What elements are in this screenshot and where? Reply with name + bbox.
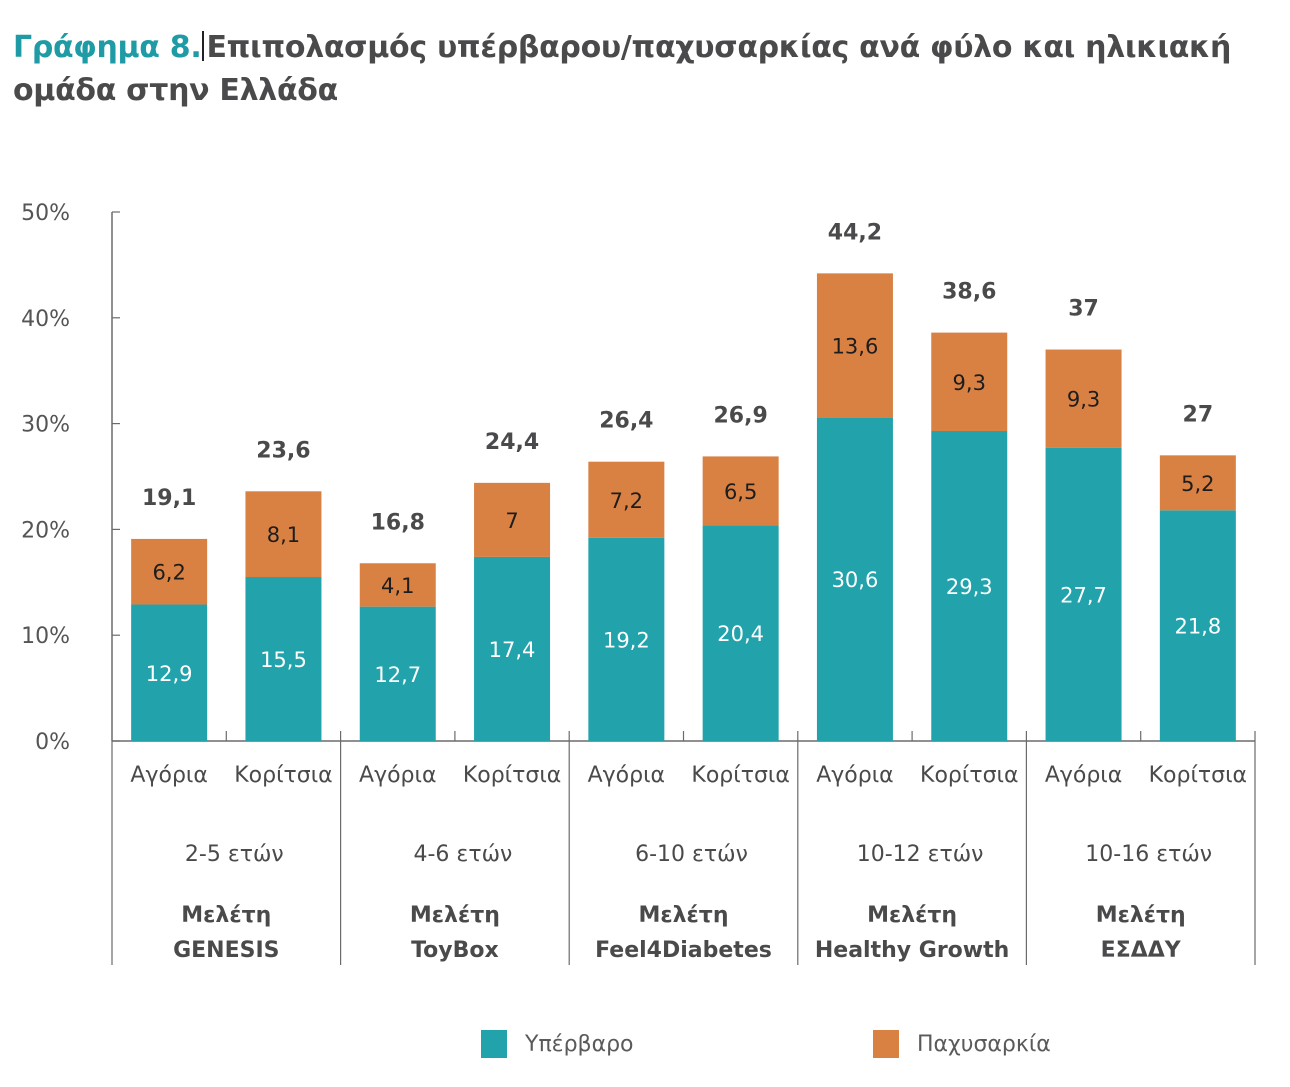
data-label-overweight: 12,9: [146, 662, 193, 686]
data-label-total: 26,9: [714, 403, 768, 428]
y-tick-label: 10%: [21, 624, 70, 649]
bar-overweight: [588, 537, 665, 741]
y-tick-label: 0%: [35, 730, 70, 755]
x-category-label: Αγόρια: [130, 763, 207, 788]
legend-label-overweight: Υπέρβαρο: [525, 1031, 634, 1057]
data-label-total: 37: [1068, 297, 1099, 322]
x-category-label: Αγόρια: [1045, 763, 1122, 788]
age-group-label: 4-6 ετών: [414, 842, 513, 867]
data-label-obesity: 7: [505, 509, 518, 533]
legend-item-obesity: Παχυσαρκία: [873, 1030, 1051, 1058]
bar-obesity: [359, 563, 436, 607]
bar-obesity: [588, 461, 665, 538]
bar-overweight: [359, 606, 436, 741]
bar-obesity: [1045, 349, 1122, 448]
bar-overweight: [816, 417, 893, 741]
data-label-overweight: 27,7: [1060, 583, 1107, 607]
study-label-name: Healthy Growth: [815, 938, 1009, 963]
data-label-overweight: 12,7: [374, 663, 421, 687]
x-category-label: Κορίτσια: [920, 763, 1018, 788]
study-label-line1: Μελέτη: [410, 903, 500, 928]
age-group-label: 10-16 ετών: [1085, 842, 1212, 867]
bar-obesity: [702, 456, 779, 526]
data-labels: 12,9 6,2 19,1 15,5 8,1 23,6 12,7 4,1 16,8 17,4 7 24…: [142, 220, 1221, 686]
data-label-total: 24,4: [485, 430, 539, 455]
x-category-label: Αγόρια: [816, 763, 893, 788]
bar-obesity: [131, 538, 208, 605]
study-label-name: GENESIS: [173, 938, 279, 963]
y-tick-label: 30%: [21, 413, 70, 438]
chart-title-prefix: Γράφημα 8.: [13, 30, 202, 65]
data-label-obesity: 6,5: [724, 480, 757, 504]
chart-title: Γράφημα 8. Επιπολασμός υπέρβαρου/παχυσαρκ…: [13, 26, 1283, 112]
study-label-name: ToyBox: [411, 938, 499, 963]
study-label-line1: Μελέτη: [1096, 903, 1186, 928]
data-label-overweight: 19,2: [603, 628, 650, 652]
bar-obesity: [931, 332, 1008, 432]
age-group-label: 2-5 ετών: [185, 842, 284, 867]
x-category-label: Κορίτσια: [234, 763, 332, 788]
data-label-overweight: 20,4: [717, 622, 764, 646]
data-label-obesity: 9,3: [1067, 388, 1100, 412]
x-category-label: Κορίτσια: [463, 763, 561, 788]
data-label-total: 27: [1183, 402, 1214, 427]
age-group-label: 10-12 ετών: [857, 842, 984, 867]
data-label-overweight: 29,3: [946, 575, 993, 599]
x-category-label: Κορίτσια: [691, 763, 789, 788]
y-tick-label: 40%: [21, 307, 70, 332]
legend-label-obesity: Παχυσαρκία: [917, 1031, 1051, 1057]
bar-obesity: [816, 273, 893, 418]
data-label-total: 44,2: [828, 220, 882, 245]
text-cursor: [202, 31, 205, 61]
legend-swatch-obesity: [873, 1030, 899, 1058]
bar-overweight: [474, 556, 551, 741]
data-label-total: 38,6: [942, 280, 996, 305]
data-label-overweight: 30,6: [832, 568, 879, 592]
age-group-label: 6-10 ετών: [635, 842, 748, 867]
data-label-obesity: 6,2: [152, 561, 185, 585]
data-label-obesity: 13,6: [832, 334, 879, 358]
data-label-overweight: 17,4: [489, 638, 536, 662]
y-tick-label: 50%: [21, 201, 70, 226]
study-label-name: ΕΣΔΔΥ: [1101, 938, 1182, 963]
study-label-line1: Μελέτη: [867, 903, 957, 928]
y-tick-label: 20%: [21, 518, 70, 543]
bar-overweight: [131, 604, 208, 741]
bar-overweight: [1159, 510, 1236, 741]
data-label-total: 23,6: [256, 438, 310, 463]
bar-overweight: [702, 525, 779, 741]
x-category-label: Κορίτσια: [1149, 763, 1247, 788]
bars: [131, 273, 1236, 741]
bar-overweight: [1045, 447, 1122, 741]
data-label-obesity: 9,3: [953, 371, 986, 395]
x-axis-labels: Αγόρια Κορίτσια Αγόρια Κορίτσια Αγόρια Κορίτσ…: [130, 763, 1247, 963]
data-label-total: 16,8: [371, 510, 425, 535]
chart-title-text: Επιπολασμός υπέρβαρου/παχυσαρκίας ανά φύ…: [13, 30, 1232, 108]
data-label-overweight: 21,8: [1174, 615, 1221, 639]
study-label-line1: Μελέτη: [181, 903, 271, 928]
data-label-overweight: 15,5: [260, 648, 307, 672]
bar-obesity: [1159, 455, 1236, 511]
bar-obesity: [474, 482, 551, 557]
data-label-obesity: 8,1: [267, 523, 300, 547]
study-label-name: Feel4Diabetes: [595, 938, 772, 963]
legend-swatch-overweight: [481, 1030, 507, 1058]
data-label-obesity: 7,2: [610, 489, 643, 513]
study-label-line1: Μελέτη: [638, 903, 728, 928]
bar-overweight: [245, 577, 322, 741]
x-category-label: Αγόρια: [588, 763, 665, 788]
bar-obesity: [245, 491, 322, 578]
data-label-total: 26,4: [599, 409, 653, 434]
bar-overweight: [931, 431, 1008, 741]
x-category-label: Αγόρια: [359, 763, 436, 788]
legend-item-overweight: Υπέρβαρο: [481, 1030, 634, 1058]
data-label-total: 19,1: [142, 486, 196, 511]
data-label-obesity: 4,1: [381, 574, 414, 598]
data-label-obesity: 5,2: [1181, 472, 1214, 496]
